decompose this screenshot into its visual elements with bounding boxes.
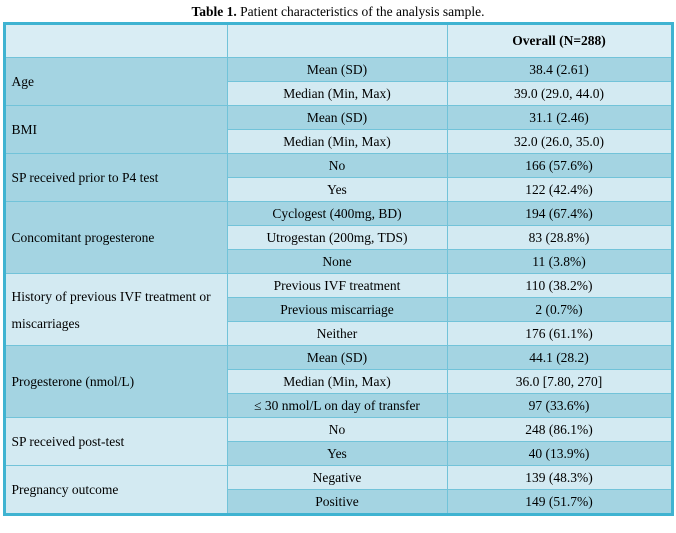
group-cell: SP received prior to P4 test <box>3 153 228 202</box>
value-cell: 36.0 [7.80, 270] <box>446 369 673 394</box>
stat-label-cell: Cyclogest (400mg, BD) <box>226 201 448 226</box>
patient-characteristics-table: Overall (N=288) Age Mean (SD) 38.4 (2.61) Me… <box>2 22 674 516</box>
value-cell: 97 (33.6%) <box>446 393 673 418</box>
table-row: Median (Min, Max) 39.0 (29.0, 44.0) <box>4 81 673 106</box>
stat-label-cell: ≤ 30 nmol/L on day of transfer <box>226 393 448 418</box>
value-cell: 176 (61.1%) <box>446 321 673 346</box>
stat-label-cell: Previous miscarriage <box>226 297 448 322</box>
value-cell: 38.4 (2.61) <box>446 57 673 82</box>
stat-label-cell: No <box>226 417 448 442</box>
table-caption-text: Patient characteristics of the analysis … <box>236 4 485 19</box>
group-cell: Concomitant progesterone <box>3 201 228 274</box>
table-row: SP received prior to P4 test No 166 (57.6%… <box>3 153 673 202</box>
stat-label-cell: No <box>226 153 448 178</box>
value-cell: 40 (13.9%) <box>446 441 673 466</box>
value-cell: 44.1 (28.2) <box>446 345 673 370</box>
value-cell: 122 (42.4%) <box>446 177 673 202</box>
value-cell: 31.1 (2.46) <box>446 105 673 130</box>
stat-label-cell: Median (Min, Max) <box>226 369 448 394</box>
group-cell: SP received post-test <box>3 417 228 466</box>
stat-label-cell: Negative <box>226 465 448 490</box>
table-row: None 11 (3.8%) <box>4 249 673 274</box>
table-caption-label: Table 1. <box>191 4 237 19</box>
value-cell: 32.0 (26.0, 35.0) <box>446 129 673 154</box>
table-row: SP received post-test No 248 (86.1%) <box>3 417 673 466</box>
table-caption: Table 1. Patient characteristics of the … <box>0 0 676 22</box>
stat-label-cell: Mean (SD) <box>226 57 448 82</box>
stat-label-cell: Median (Min, Max) <box>226 129 448 154</box>
stat-label-cell: Neither <box>226 321 448 346</box>
table-row: Age Mean (SD) 38.4 (2.61) <box>3 57 673 106</box>
value-cell: 83 (28.8%) <box>446 225 673 250</box>
table-row: Neither 176 (61.1%) <box>4 321 673 346</box>
stat-label-cell: Mean (SD) <box>226 105 448 130</box>
table-row: Pregnancy outcome Negative 139 (48.3%) <box>3 465 673 515</box>
header-cell-characteristic <box>3 23 228 58</box>
header-cell-statistic <box>226 23 448 58</box>
group-cell: History of previous IVF treatment or mis… <box>3 273 228 346</box>
stat-label-cell: Positive <box>226 489 448 515</box>
value-cell: 139 (48.3%) <box>446 465 673 490</box>
table-row: Previous miscarriage 2 (0.7%) <box>4 297 673 322</box>
table-header-row: Overall (N=288) <box>3 23 673 58</box>
value-cell: 39.0 (29.0, 44.0) <box>446 81 673 106</box>
table-row: Progesterone (nmol/L) Mean (SD) 44.1 (28.2… <box>3 345 673 418</box>
header-cell-overall: Overall (N=288) <box>446 23 673 58</box>
stat-label-cell: Median (Min, Max) <box>226 81 448 106</box>
group-cell: Age <box>3 57 228 106</box>
value-cell: 2 (0.7%) <box>446 297 673 322</box>
group-cell: BMI <box>3 105 228 154</box>
table-row: Positive 149 (51.7%) <box>4 489 673 515</box>
value-cell: 149 (51.7%) <box>446 489 673 515</box>
value-cell: 11 (3.8%) <box>446 249 673 274</box>
stat-label-cell: Mean (SD) <box>226 345 448 370</box>
value-cell: 248 (86.1%) <box>446 417 673 442</box>
stat-label-cell: Yes <box>226 177 448 202</box>
group-cell: Pregnancy outcome <box>3 465 228 515</box>
stat-label-cell: Yes <box>226 441 448 466</box>
table-body: Overall (N=288) Age Mean (SD) 38.4 (2.61) Me… <box>3 23 673 515</box>
table-row: Utrogestan (200mg, TDS) 83 (28.8%) <box>4 225 673 250</box>
group-cell: Progesterone (nmol/L) <box>3 345 228 418</box>
stat-label-cell: Utrogestan (200mg, TDS) <box>226 225 448 250</box>
table-row: BMI Mean (SD) 31.1 (2.46) <box>3 105 673 154</box>
table-row: Concomitant progesterone Cyclogest (400mg… <box>3 201 673 274</box>
value-cell: 110 (38.2%) <box>446 273 673 298</box>
stat-label-cell: Previous IVF treatment <box>226 273 448 298</box>
table-row: History of previous IVF treatment or mis… <box>3 273 673 346</box>
table-row: Yes 122 (42.4%) <box>4 177 673 202</box>
stat-label-cell: None <box>226 249 448 274</box>
value-cell: 166 (57.6%) <box>446 153 673 178</box>
value-cell: 194 (67.4%) <box>446 201 673 226</box>
table-row: Median (Min, Max) 36.0 [7.80, 270] <box>4 369 673 394</box>
table-row: Yes 40 (13.9%) <box>4 441 673 466</box>
